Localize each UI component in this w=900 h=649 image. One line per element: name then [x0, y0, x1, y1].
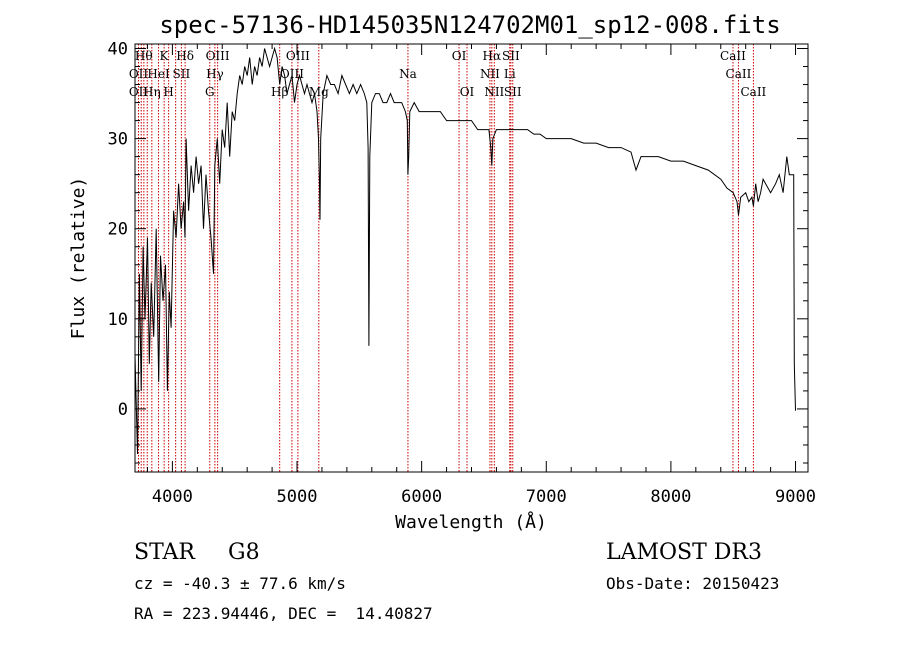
line-marker-label: H — [163, 85, 173, 99]
line-marker-label: Li — [504, 67, 516, 81]
line-marker-label: Na — [399, 67, 417, 81]
line-marker-label: SII — [504, 85, 522, 99]
line-marker-label: Hθ — [135, 49, 153, 63]
line-marker-label: NII — [480, 67, 500, 81]
observation-date: Obs-Date: 20150423 — [606, 574, 780, 593]
x-tick-label: 9000 — [775, 487, 816, 507]
line-marker-label: OIII — [206, 49, 230, 63]
line-marker-label: G — [205, 85, 215, 99]
spectrum-line — [134, 46, 796, 455]
line-marker-label: Mg — [309, 85, 329, 99]
x-axis: 4000 5000 6000 7000 8000 9000 — [146, 44, 816, 507]
line-marker-label: Hη — [143, 85, 161, 99]
line-marker-label: Hβ — [271, 85, 288, 99]
y-tick-label: 10 — [108, 310, 128, 330]
x-tick-label: 5000 — [277, 487, 318, 507]
line-marker-label: CaII — [726, 67, 752, 81]
y-tick-label: 30 — [108, 130, 128, 150]
line-marker-label: Hγ — [206, 67, 224, 81]
line-marker-label: OIII — [286, 49, 310, 63]
line-marker-label: K — [160, 49, 170, 63]
line-marker-label: OIII — [280, 67, 304, 81]
line-marker-label: OII — [129, 85, 149, 99]
x-tick-label: 7000 — [526, 487, 567, 507]
y-tick-label: 40 — [108, 40, 128, 60]
x-tick-label: 8000 — [650, 487, 691, 507]
line-marker-label: OI — [460, 85, 475, 99]
line-markers — [137, 44, 754, 472]
object-subclass: G8 — [228, 540, 260, 565]
x-axis-label: Wavelength (Å) — [395, 511, 547, 533]
line-marker-label: NII — [484, 85, 504, 99]
line-marker-label: Hδ — [176, 49, 194, 63]
line-marker-label: CaII — [740, 85, 766, 99]
x-tick-label: 4000 — [152, 487, 193, 507]
survey-name: LAMOST DR3 — [606, 540, 762, 565]
line-marker-label: OI — [452, 49, 467, 63]
line-marker-label: HeI — [147, 67, 170, 81]
chart-title: spec-57136-HD145035N124702M01_sp12-008.f… — [159, 11, 780, 39]
object-class: STAR — [134, 540, 195, 565]
x-tick-label: 6000 — [401, 487, 442, 507]
line-marker-label: Hα — [483, 49, 502, 63]
sky-coordinates: RA = 223.94446, DEC = 14.40827 — [134, 604, 433, 623]
line-marker-label: CaII — [720, 49, 746, 63]
line-marker-label: SII — [173, 67, 191, 81]
y-axis-label: Flux (relative) — [68, 177, 89, 340]
y-tick-label: 20 — [108, 220, 128, 240]
redshift-value: cz = -40.3 ± 77.6 km/s — [134, 574, 346, 593]
y-axis: 0 10 20 30 40 — [108, 40, 808, 464]
y-tick-label: 0 — [118, 400, 128, 420]
line-marker-label: OII — [129, 67, 149, 81]
line-marker-label: SII — [502, 49, 520, 63]
